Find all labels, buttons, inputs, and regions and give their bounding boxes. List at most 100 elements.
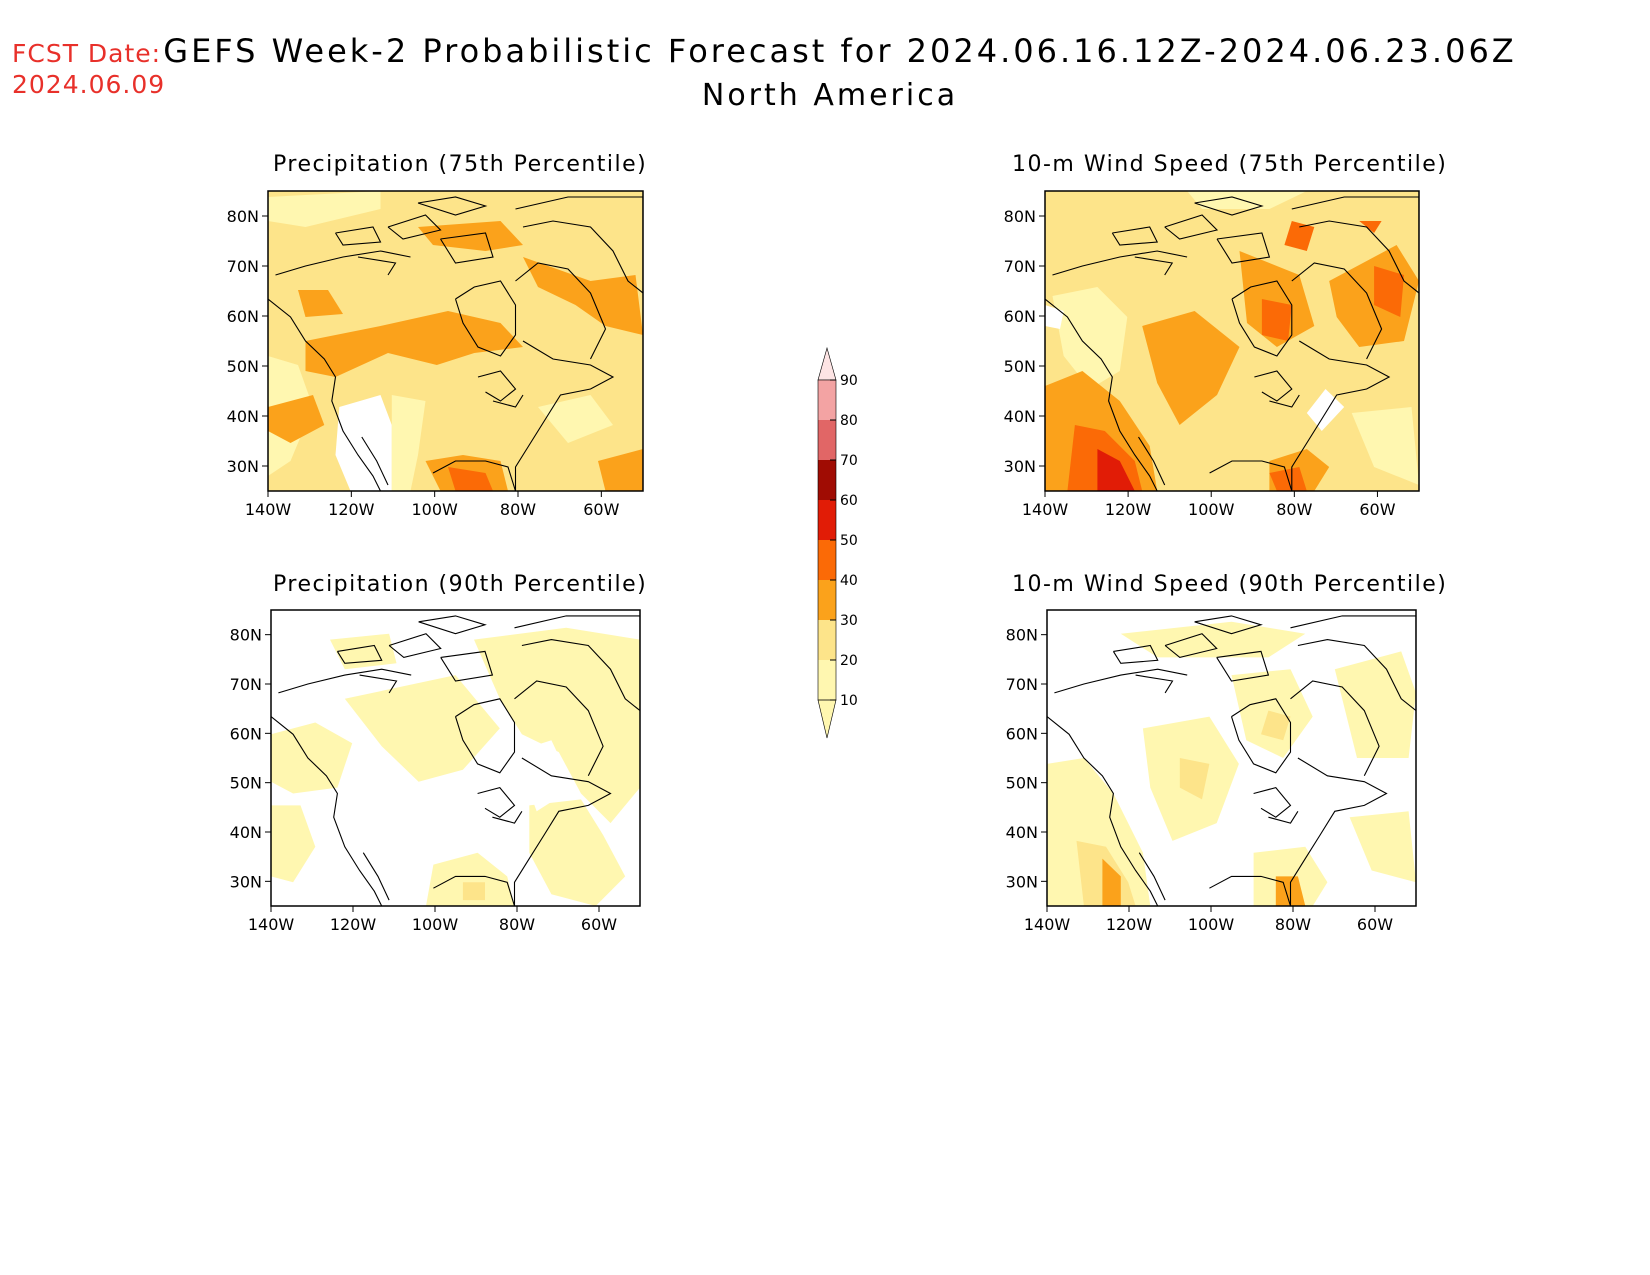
probability-contour <box>1374 266 1404 317</box>
probability-contour <box>1334 651 1416 758</box>
probability-contour <box>448 467 493 491</box>
coastline <box>1291 196 1419 294</box>
map-field <box>1045 191 1419 491</box>
colorbar-segment <box>818 540 836 580</box>
probability-contour <box>344 675 500 782</box>
coastline <box>1291 262 1383 360</box>
probability-contour <box>271 722 353 794</box>
lat-label: 70N <box>1004 257 1036 276</box>
probability-contour <box>538 395 613 443</box>
coastline <box>1230 698 1292 774</box>
colorbar-label: 80 <box>840 413 858 429</box>
coastline <box>514 615 640 712</box>
probability-contour <box>1239 251 1315 347</box>
probability-contour <box>1142 311 1240 425</box>
lon-label: 80W <box>499 915 535 934</box>
colorbar-label: 60 <box>840 493 858 509</box>
probability-contour <box>418 221 523 251</box>
coastline <box>387 214 442 240</box>
forecast-date-block: FCST Date: 2024.06.09 <box>12 38 165 100</box>
lon-label: 100W <box>1188 500 1235 519</box>
coastline <box>1231 280 1293 357</box>
coastline <box>1052 250 1188 276</box>
coastline <box>278 668 412 694</box>
coastline <box>1209 460 1293 491</box>
colorbar-segment <box>817 346 837 381</box>
map-wind-speed-90th: 80N 70N 60N 50N 40N 30N 140W 120W 100W 80W 60W <box>1006 609 1417 934</box>
lon-label: 120W <box>328 500 375 519</box>
coastline <box>1111 226 1159 246</box>
coastline <box>1194 196 1264 216</box>
coastline <box>513 757 612 906</box>
probability-contour <box>598 449 643 491</box>
probability-contour <box>1349 811 1416 883</box>
coastline <box>1194 615 1263 635</box>
coastline <box>432 460 517 491</box>
coastline <box>492 394 524 408</box>
coastline <box>1254 370 1293 402</box>
probability-contour <box>462 882 485 901</box>
probability-contour <box>271 805 316 883</box>
map-frame <box>1046 609 1417 907</box>
probability-contour <box>426 852 515 906</box>
lon-label: 100W <box>411 500 458 519</box>
coastline <box>1134 256 1174 276</box>
probability-contour <box>529 799 626 906</box>
lon-label: 100W <box>412 915 459 934</box>
probability-contour <box>1329 245 1419 347</box>
lon-label: 100W <box>1188 915 1235 934</box>
coastline <box>1268 811 1299 824</box>
coastline <box>1054 668 1188 694</box>
colorbar-label: 40 <box>840 573 858 589</box>
lon-label: 140W <box>245 500 292 519</box>
map-field <box>271 610 640 906</box>
lon-label: 140W <box>1024 915 1071 934</box>
coastline <box>268 298 381 491</box>
coastline <box>477 370 517 402</box>
coastline <box>1209 875 1292 906</box>
probability-contour <box>474 627 640 824</box>
coastline <box>335 226 382 246</box>
lat-label: 60N <box>1004 307 1036 326</box>
coastline <box>514 340 615 491</box>
coastline <box>454 280 517 357</box>
coastline <box>336 644 383 664</box>
panel-title-precip-75: Precipitation (75th Percentile) <box>273 152 648 177</box>
lat-label: 40N <box>1006 823 1038 842</box>
coastline <box>359 674 398 694</box>
lat-label: 80N <box>1004 207 1036 226</box>
probability-contour <box>1187 191 1307 209</box>
colorbar-label: 50 <box>840 533 858 549</box>
coastline <box>1138 436 1166 486</box>
coastline <box>440 232 494 264</box>
lat-label: 80N <box>1006 626 1038 645</box>
probability-contour <box>335 395 392 491</box>
lat-label: 40N <box>227 407 259 426</box>
lat-label: 40N <box>1004 407 1036 426</box>
probability-contour <box>1351 407 1419 485</box>
colorbar-segment <box>818 660 836 700</box>
lon-label: 140W <box>248 915 295 934</box>
map-frame <box>267 190 644 492</box>
coastline <box>433 875 516 906</box>
lat-label: 70N <box>230 675 262 694</box>
lat-label: 60N <box>227 307 259 326</box>
lat-label: 70N <box>1006 675 1038 694</box>
lon-label: 80W <box>1276 500 1312 519</box>
coastline <box>361 436 389 486</box>
coastline <box>1290 680 1380 777</box>
coastline <box>1291 340 1391 491</box>
colorbar-label: 70 <box>840 453 858 469</box>
forecast-date-label: FCST Date: <box>12 39 162 68</box>
lon-label: 140W <box>1022 500 1069 519</box>
probability-contour <box>1052 287 1128 389</box>
probability-contour <box>391 395 426 491</box>
coastline <box>1138 852 1166 901</box>
page-title: GEFS Week-2 Probabilistic Forecast for 2… <box>163 32 1517 70</box>
map-frame <box>1044 190 1420 492</box>
coastline <box>1253 786 1292 818</box>
coastline <box>1164 214 1219 240</box>
panel-title-precip-90: Precipitation (90th Percentile) <box>273 572 648 597</box>
probability-contour <box>1102 858 1121 906</box>
probability-contour <box>1284 221 1315 251</box>
